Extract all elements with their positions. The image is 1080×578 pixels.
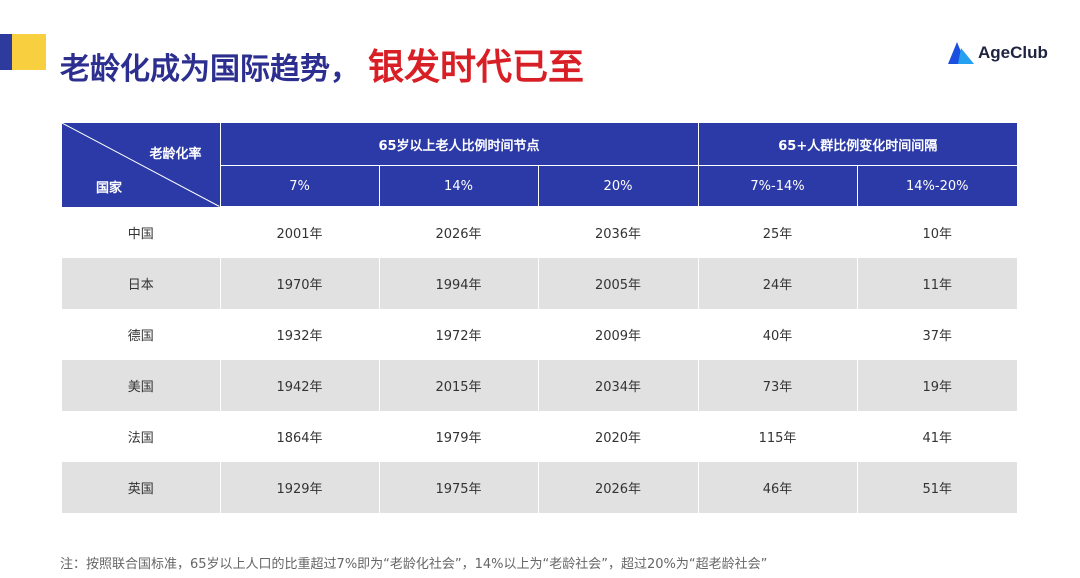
table-cell: 1942年	[220, 360, 380, 411]
table-cell: 41年	[857, 411, 1018, 462]
table-cell: 73年	[698, 360, 858, 411]
footnote: 注：按照联合国标准，65岁以上人口的比重超过7%即为“老龄化社会”，14%以上为…	[60, 557, 768, 572]
sub-header: 7%	[220, 165, 380, 207]
triangle-logo-icon	[948, 42, 974, 64]
title-part-2: 银发时代已至	[368, 47, 585, 88]
corner-label-country: 国家	[96, 181, 123, 196]
table-cell: 2036年	[538, 206, 699, 258]
table-row: 德国 1932年 1972年 2009年 40年 37年	[62, 309, 1018, 360]
group-header-timepoints: 65岁以上老人比例时间节点	[220, 123, 699, 166]
country-cell: 日本	[62, 258, 221, 309]
country-cell: 中国	[62, 206, 221, 258]
table-row: 日本 1970年 1994年 2005年 24年 11年	[62, 258, 1018, 309]
country-cell: 英国	[62, 462, 221, 513]
table-cell: 1972年	[379, 309, 539, 360]
table-cell: 51年	[857, 462, 1018, 513]
table-cell: 40年	[698, 309, 858, 360]
table-row: 法国 1864年 1979年 2020年 115年 41年	[62, 411, 1018, 462]
table-cell: 1970年	[220, 258, 380, 309]
table-cell: 2005年	[538, 258, 699, 309]
table-cell: 1975年	[379, 462, 539, 513]
ageclub-logo: AgeClub	[948, 40, 1048, 66]
corner-label-rate: 老龄化率	[149, 147, 202, 162]
table-cell: 1932年	[220, 309, 380, 360]
title-part-1: 老龄化成为国际趋势，	[60, 52, 360, 87]
table-row: 美国 1942年 2015年 2034年 73年 19年	[62, 360, 1018, 411]
sub-header: 14%	[379, 165, 539, 207]
table-cell: 2034年	[538, 360, 699, 411]
table-row: 英国 1929年 1975年 2026年 46年 51年	[62, 462, 1018, 513]
group-header-intervals: 65+人群比例变化时间间隔	[698, 123, 1018, 166]
accent-bar	[0, 34, 46, 70]
sub-header: 20%	[538, 165, 699, 207]
page-title: 老龄化成为国际趋势， 银发时代已至	[60, 38, 584, 88]
table-cell: 1864年	[220, 411, 380, 462]
table-cell: 24年	[698, 258, 858, 309]
table-cell: 1994年	[379, 258, 539, 309]
table-cell: 2009年	[538, 309, 699, 360]
sub-header: 7%-14%	[698, 165, 858, 207]
corner-header: 老龄化率 国家	[62, 123, 221, 207]
aging-table: 老龄化率 国家 65岁以上老人比例时间节点 65+人群比例变化时间间隔 7% 1…	[62, 123, 1018, 513]
table-cell: 19年	[857, 360, 1018, 411]
diagonal-line	[62, 123, 220, 207]
table-cell: 2015年	[379, 360, 539, 411]
table-cell: 46年	[698, 462, 858, 513]
logo-text: AgeClub	[978, 43, 1048, 62]
sub-header: 14%-20%	[857, 165, 1018, 207]
country-cell: 德国	[62, 309, 221, 360]
table-cell: 10年	[857, 206, 1018, 258]
table-cell: 11年	[857, 258, 1018, 309]
table-cell: 2001年	[220, 206, 380, 258]
country-cell: 法国	[62, 411, 221, 462]
table-cell: 2026年	[379, 206, 539, 258]
table-cell: 2026年	[538, 462, 699, 513]
table-cell: 25年	[698, 206, 858, 258]
table-cell: 37年	[857, 309, 1018, 360]
table-cell: 2020年	[538, 411, 699, 462]
table-cell: 1979年	[379, 411, 539, 462]
table-row: 中国 2001年 2026年 2036年 25年 10年	[62, 206, 1018, 258]
table-cell: 115年	[698, 411, 858, 462]
country-cell: 美国	[62, 360, 221, 411]
table-cell: 1929年	[220, 462, 380, 513]
